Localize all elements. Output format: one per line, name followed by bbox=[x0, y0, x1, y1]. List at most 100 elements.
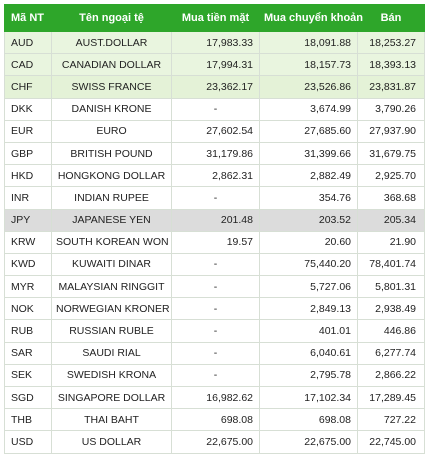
cell-buy-transfer: 22,675.00 bbox=[259, 430, 358, 454]
table-row[interactable]: SGD SINGAPORE DOLLAR 16,982.62 17,102.34 17,… bbox=[4, 385, 425, 410]
table-row[interactable]: CHF SWISS FRANCE 23,362.17 23,526.86 23,831.… bbox=[4, 75, 425, 99]
table-row[interactable]: NOK NORWEGIAN KRONER -2,849.13 2,938.49 bbox=[4, 297, 425, 321]
table-row[interactable]: DKK DANISH KRONE -3,674.99 3,790.26 bbox=[4, 97, 425, 121]
cell-code: NOK bbox=[4, 297, 52, 321]
table-row[interactable]: SEK SWEDISH KRONA -2,795.78 2,866.22 bbox=[4, 363, 425, 388]
table-row[interactable]: JPY JAPANESE YEN 201.48 203.52 205.34 bbox=[4, 208, 425, 232]
cell-sell: 368.68 bbox=[357, 186, 425, 210]
cell-code: GBP bbox=[4, 141, 52, 166]
header-buy-transfer[interactable]: Mua chuyển khoản bbox=[259, 4, 363, 32]
cell-sell: 78,401.74 bbox=[357, 252, 425, 277]
cell-buy-transfer: 203.52 bbox=[259, 208, 358, 232]
cell-buy-cash: - bbox=[171, 297, 260, 321]
cell-buy-transfer: 75,440.20 bbox=[259, 252, 358, 277]
cell-sell: 18,393.13 bbox=[357, 53, 425, 77]
cell-buy-cash: - bbox=[171, 97, 260, 121]
cell-buy-transfer: 5,727.06 bbox=[259, 275, 358, 299]
cell-buy-cash: 23,362.17 bbox=[171, 75, 260, 99]
cell-buy-transfer: 31,399.66 bbox=[259, 141, 358, 166]
cell-buy-cash: 19.57 bbox=[171, 230, 260, 254]
table-row[interactable]: KRW SOUTH KOREAN WON 19.57 20.60 21.90 bbox=[4, 230, 425, 254]
cell-sell: 5,801.31 bbox=[357, 275, 425, 299]
cell-buy-cash: - bbox=[171, 319, 260, 343]
cell-name: JAPANESE YEN bbox=[51, 208, 172, 232]
cell-code: THB bbox=[4, 408, 52, 432]
table-row[interactable]: CAD CANADIAN DOLLAR 17,994.31 18,157.73 18,3… bbox=[4, 53, 425, 77]
cell-name: EURO bbox=[51, 119, 172, 143]
cell-code: JPY bbox=[4, 208, 52, 232]
table-row[interactable]: SAR SAUDI RIAL -6,040.61 6,277.74 bbox=[4, 341, 425, 365]
table-row[interactable]: USD US DOLLAR 22,675.00 22,675.00 22,745.00 bbox=[4, 430, 425, 454]
cell-name: THAI BAHT bbox=[51, 408, 172, 432]
cell-buy-transfer: 3,674.99 bbox=[259, 97, 358, 121]
table-row[interactable]: KWD KUWAITI DINAR -75,440.20 78,401.74 bbox=[4, 252, 425, 277]
cell-buy-cash: 17,994.31 bbox=[171, 53, 260, 77]
exchange-rate-table: Mã NT Tên ngoại tệ Mua tiền mặt Mua chuy… bbox=[4, 4, 425, 454]
cell-name: INDIAN RUPEE bbox=[51, 186, 172, 210]
cell-sell: 205.34 bbox=[357, 208, 425, 232]
cell-code: USD bbox=[4, 430, 52, 454]
cell-buy-cash: 698.08 bbox=[171, 408, 260, 432]
cell-name: CANADIAN DOLLAR bbox=[51, 53, 172, 77]
cell-sell: 22,745.00 bbox=[357, 430, 425, 454]
cell-buy-transfer: 18,091.88 bbox=[259, 30, 358, 55]
cell-buy-cash: - bbox=[171, 341, 260, 365]
cell-sell: 3,790.26 bbox=[357, 97, 425, 121]
cell-code: EUR bbox=[4, 119, 52, 143]
header-sell[interactable]: Bán bbox=[357, 4, 425, 32]
cell-name: DANISH KRONE bbox=[51, 97, 172, 121]
cell-buy-transfer: 6,040.61 bbox=[259, 341, 358, 365]
cell-code: SGD bbox=[4, 385, 52, 410]
cell-code: SEK bbox=[4, 363, 52, 388]
table-row[interactable]: THB THAI BAHT 698.08 698.08 727.22 bbox=[4, 408, 425, 432]
header-buy-cash[interactable]: Mua tiền mặt bbox=[171, 4, 260, 32]
cell-name: SWEDISH KRONA bbox=[51, 363, 172, 388]
cell-name: HONGKONG DOLLAR bbox=[51, 164, 172, 188]
exchange-rate-table-container: Mã NT Tên ngoại tệ Mua tiền mặt Mua chuy… bbox=[4, 4, 425, 454]
table-row[interactable]: HKD HONGKONG DOLLAR 2,862.31 2,882.49 2,925.… bbox=[4, 164, 425, 188]
cell-buy-transfer: 401.01 bbox=[259, 319, 358, 343]
cell-code: KWD bbox=[4, 252, 52, 277]
cell-sell: 2,925.70 bbox=[357, 164, 425, 188]
cell-name: SWISS FRANCE bbox=[51, 75, 172, 99]
cell-name: NORWEGIAN KRONER bbox=[51, 297, 172, 321]
cell-buy-transfer: 27,685.60 bbox=[259, 119, 358, 143]
cell-name: KUWAITI DINAR bbox=[51, 252, 172, 277]
cell-buy-transfer: 17,102.34 bbox=[259, 385, 358, 410]
cell-code: CAD bbox=[4, 53, 52, 77]
cell-buy-transfer: 20.60 bbox=[259, 230, 358, 254]
cell-sell: 27,937.90 bbox=[357, 119, 425, 143]
cell-sell: 31,679.75 bbox=[357, 141, 425, 166]
cell-buy-cash: 27,602.54 bbox=[171, 119, 260, 143]
cell-sell: 446.86 bbox=[357, 319, 425, 343]
cell-buy-cash: 201.48 bbox=[171, 208, 260, 232]
cell-code: HKD bbox=[4, 164, 52, 188]
table-row[interactable]: EUR EURO 27,602.54 27,685.60 27,937.90 bbox=[4, 119, 425, 143]
table-row[interactable]: MYR MALAYSIAN RINGGIT -5,727.06 5,801.31 bbox=[4, 275, 425, 299]
cell-name: SOUTH KOREAN WON bbox=[51, 230, 172, 254]
cell-buy-cash: - bbox=[171, 275, 260, 299]
cell-buy-transfer: 2,795.78 bbox=[259, 363, 358, 388]
cell-name: SAUDI RIAL bbox=[51, 341, 172, 365]
header-code[interactable]: Mã NT bbox=[4, 4, 52, 32]
header-name[interactable]: Tên ngoại tệ bbox=[51, 4, 172, 32]
cell-sell: 23,831.87 bbox=[357, 75, 425, 99]
table-row[interactable]: AUD AUST.DOLLAR 17,983.33 18,091.88 18,253.2… bbox=[4, 30, 425, 55]
cell-code: SAR bbox=[4, 341, 52, 365]
cell-code: INR bbox=[4, 186, 52, 210]
cell-buy-cash: - bbox=[171, 252, 260, 277]
table-row[interactable]: RUB RUSSIAN RUBLE -401.01 446.86 bbox=[4, 319, 425, 343]
table-row[interactable]: INR INDIAN RUPEE -354.76 368.68 bbox=[4, 186, 425, 210]
cell-buy-transfer: 2,849.13 bbox=[259, 297, 358, 321]
table-row[interactable]: GBP BRITISH POUND 31,179.86 31,399.66 31,679… bbox=[4, 141, 425, 166]
cell-buy-transfer: 2,882.49 bbox=[259, 164, 358, 188]
cell-name: RUSSIAN RUBLE bbox=[51, 319, 172, 343]
cell-code: MYR bbox=[4, 275, 52, 299]
cell-buy-cash: - bbox=[171, 186, 260, 210]
cell-sell: 2,938.49 bbox=[357, 297, 425, 321]
cell-buy-transfer: 18,157.73 bbox=[259, 53, 358, 77]
cell-name: MALAYSIAN RINGGIT bbox=[51, 275, 172, 299]
cell-sell: 17,289.45 bbox=[357, 385, 425, 410]
cell-code: RUB bbox=[4, 319, 52, 343]
cell-buy-transfer: 354.76 bbox=[259, 186, 358, 210]
